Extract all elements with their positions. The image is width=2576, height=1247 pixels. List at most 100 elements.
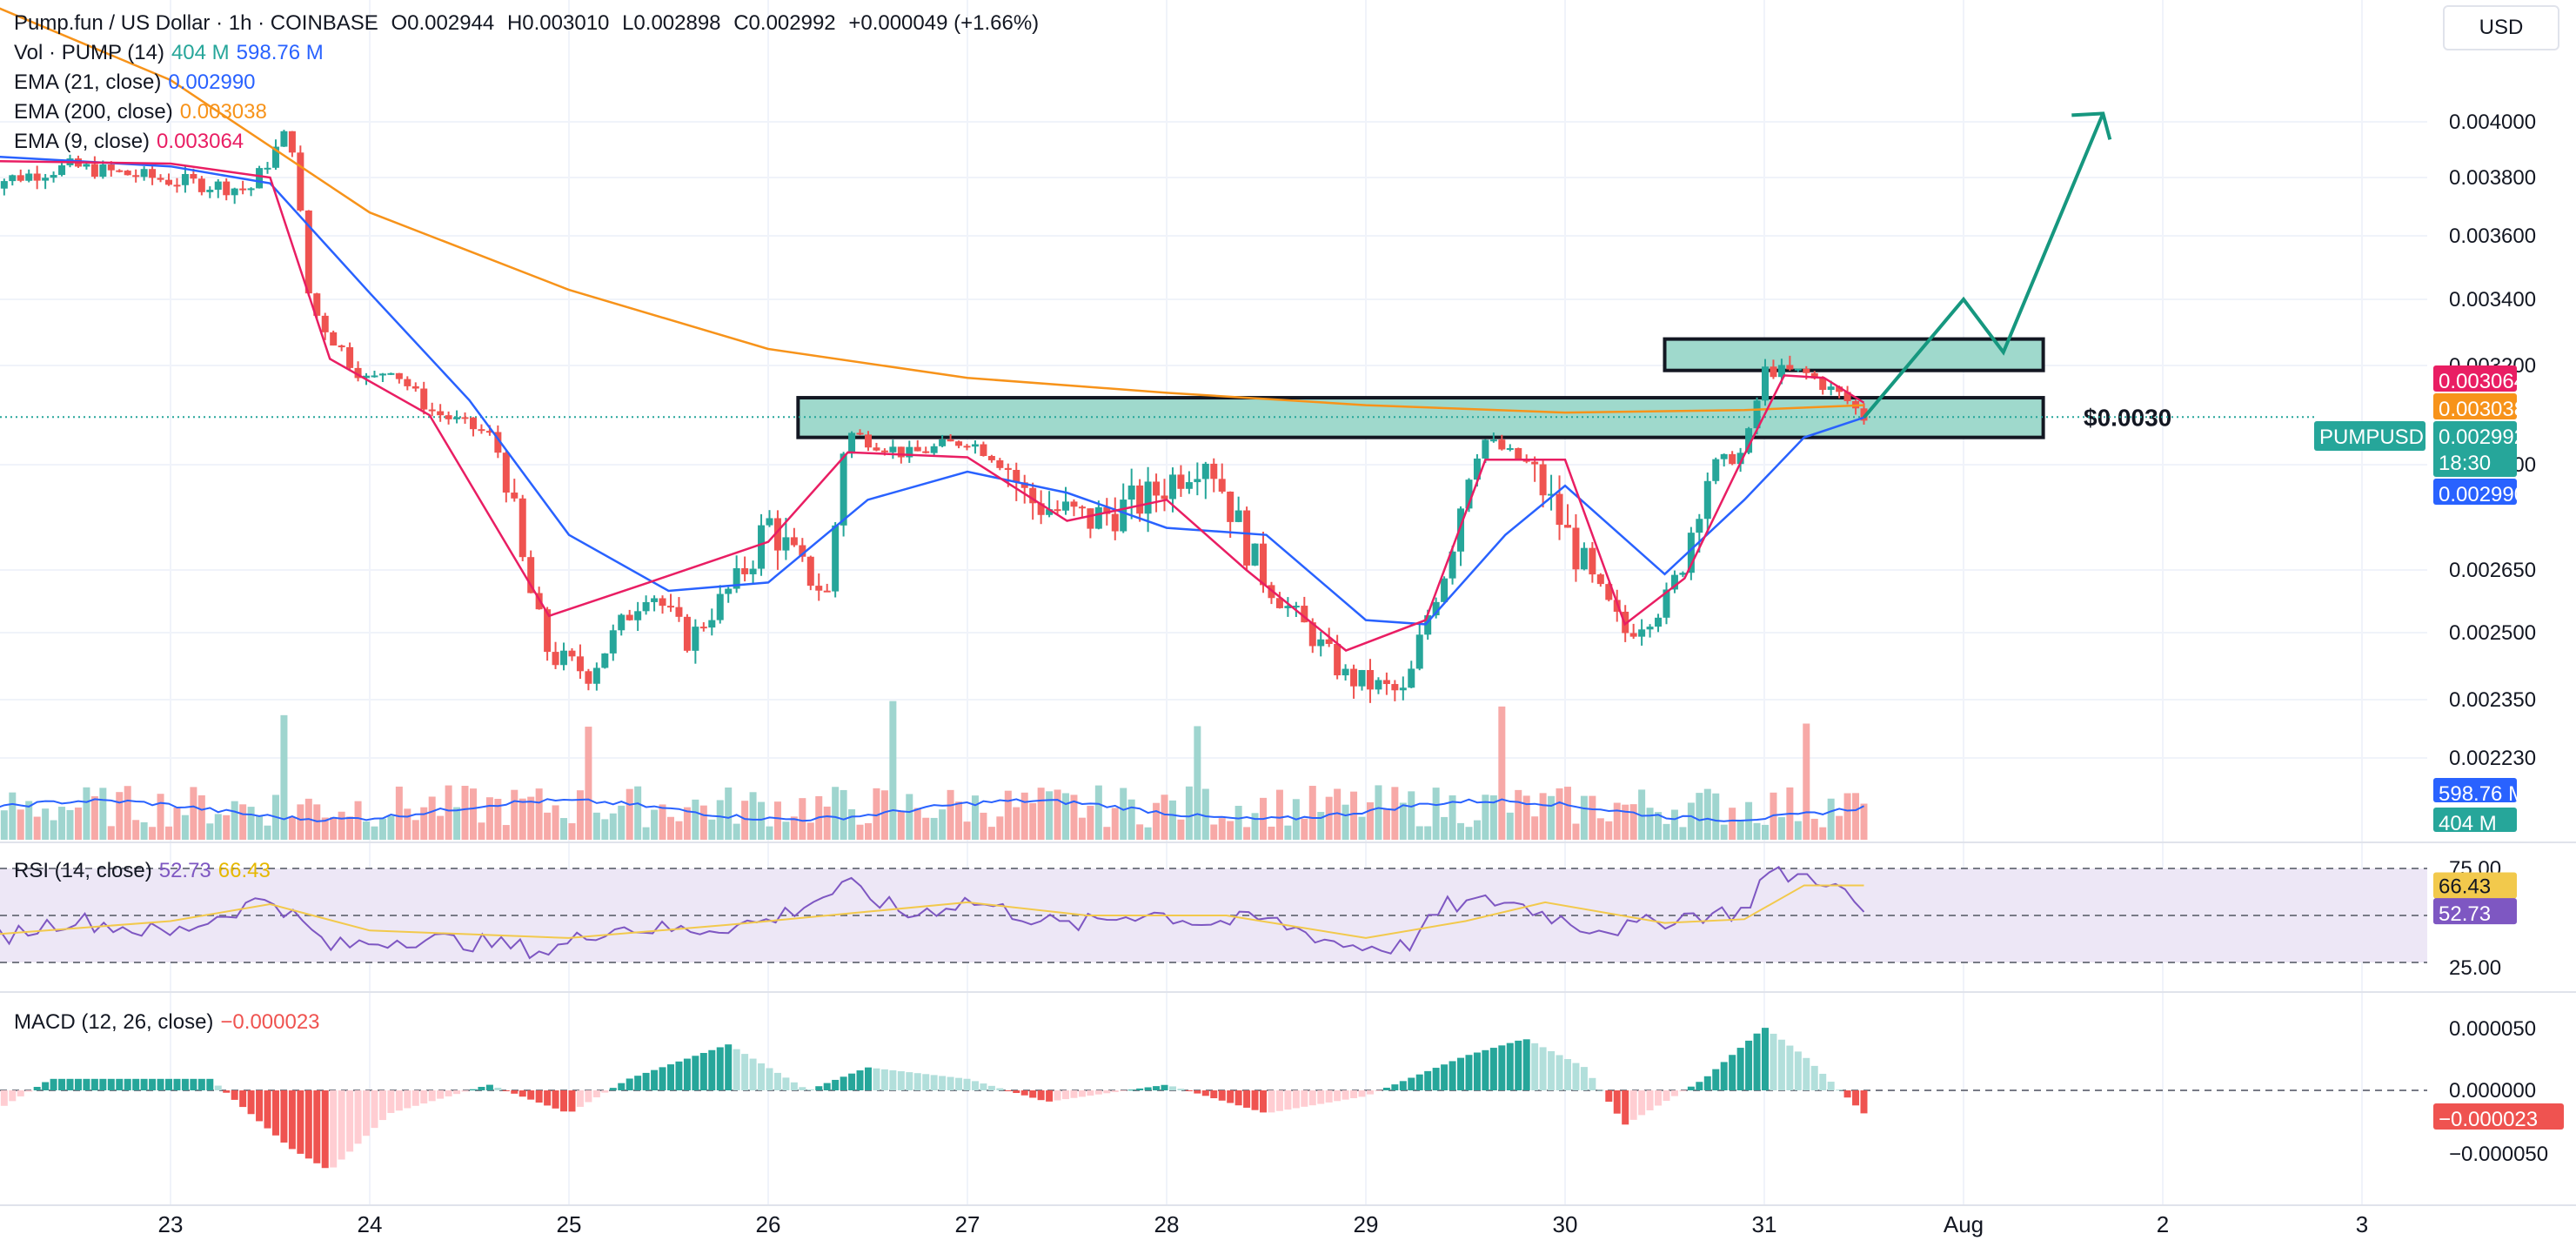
volume-bar: [996, 816, 1004, 840]
candle-body: [1720, 453, 1728, 459]
volume-bar: [692, 799, 699, 840]
macd-bar: [773, 1072, 781, 1090]
macd-bar: [1556, 1055, 1563, 1090]
ema200-legend[interactable]: EMA (200, close) 0.003038: [14, 100, 267, 124]
macd-bar: [116, 1078, 124, 1090]
macd-bar: [1679, 1090, 1687, 1092]
macd-bar: [766, 1068, 773, 1090]
macd-bar: [1136, 1088, 1144, 1090]
ema9-tag: 0.003064: [2439, 370, 2526, 393]
volume-ma-value: 598.76 M: [236, 41, 324, 64]
ema200-tag: 0.003038: [2439, 398, 2526, 421]
volume-bar: [651, 809, 659, 840]
candle-body: [823, 590, 831, 593]
candle-body: [1531, 461, 1539, 465]
candle-body: [1350, 668, 1358, 687]
volume-bar: [494, 798, 502, 840]
volume-bar: [1729, 808, 1736, 840]
volume-bar: [1687, 802, 1695, 840]
currency-button[interactable]: USD: [2443, 5, 2559, 50]
macd-bar: [947, 1076, 954, 1090]
candle-body: [304, 210, 312, 294]
volume-bar: [288, 817, 296, 840]
volume-legend[interactable]: Vol · PUMP (14) 404 M 598.76 M: [14, 41, 324, 64]
volume-bar: [519, 798, 526, 840]
last-price-tag: 18:30: [2439, 452, 2491, 475]
rsi-legend[interactable]: RSI (14, close) 52.73 66.43: [14, 859, 271, 882]
macd-bar: [1325, 1090, 1333, 1103]
macd-bar: [1243, 1090, 1251, 1108]
volume-bar: [683, 807, 691, 840]
volume-bar: [107, 826, 115, 840]
volume-bar: [626, 788, 633, 840]
macd-bar: [1161, 1084, 1168, 1090]
volume-bar: [1201, 788, 1209, 840]
candle-body: [1572, 527, 1580, 570]
macd-bar: [173, 1078, 181, 1090]
volume-bar: [1720, 824, 1728, 840]
candle-body: [609, 630, 617, 654]
macd-bar: [1004, 1090, 1012, 1091]
macd-bar: [955, 1077, 963, 1090]
volume-bar: [560, 818, 568, 840]
volume-bar: [527, 796, 535, 840]
volume-bar: [716, 800, 724, 840]
candle-body: [264, 167, 271, 170]
candle-body: [494, 432, 502, 453]
macd-bar: [1515, 1040, 1522, 1090]
candle-body: [1819, 378, 1827, 391]
volume-bar: [1227, 821, 1234, 840]
macd-bar: [1120, 1090, 1127, 1091]
volume-bar: [708, 819, 716, 840]
volume-bar: [1243, 827, 1251, 840]
volume-bar: [1078, 817, 1086, 840]
ema21-legend[interactable]: EMA (21, close) 0.002990: [14, 70, 256, 94]
volume-bar: [197, 794, 205, 840]
macd-bar: [371, 1090, 378, 1129]
volume-bar: [1308, 786, 1316, 840]
volume-bar: [1548, 795, 1556, 840]
macd-bar: [1054, 1090, 1061, 1101]
macd-bar: [1153, 1086, 1161, 1090]
zone-price-label: $0.0030: [2084, 404, 2171, 431]
candle-body: [1227, 491, 1234, 522]
symbol-title[interactable]: Pump.fun / US Dollar · 1h · COINBASE: [14, 11, 378, 35]
macd-bar: [1506, 1043, 1514, 1090]
volume-bar: [1843, 793, 1851, 840]
macd-legend[interactable]: MACD (12, 26, close) −0.000023: [14, 1010, 320, 1034]
time-axis-tick: 27: [955, 1211, 980, 1237]
candle-body: [17, 175, 24, 181]
candle-body: [1638, 629, 1646, 637]
macd-bar: [716, 1047, 724, 1090]
macd-axis-tick: 0.000050: [2449, 1017, 2536, 1041]
candle-body: [1489, 439, 1497, 442]
candle-body: [1589, 547, 1596, 575]
candle-body: [1210, 463, 1218, 479]
candle-body: [1292, 606, 1300, 608]
macd-bar: [1013, 1090, 1020, 1094]
candle-body: [58, 164, 66, 176]
volume-bars: [0, 701, 1868, 840]
candle-body: [947, 439, 954, 442]
candle-body: [1070, 501, 1078, 507]
candle-body: [1605, 584, 1613, 600]
macd-bar: [190, 1078, 197, 1090]
volume-bar: [461, 786, 469, 840]
volume-bar: [1275, 789, 1283, 840]
volume-bar: [987, 827, 995, 840]
ema9-legend[interactable]: EMA (9, close) 0.003064: [14, 130, 244, 153]
macd-bar: [1613, 1090, 1621, 1114]
volume-bar: [99, 788, 107, 840]
time-axis-tick: 24: [358, 1211, 383, 1237]
macd-bar: [1350, 1090, 1358, 1099]
volume-ma-path: [0, 798, 1864, 822]
volume-bar: [1506, 812, 1514, 840]
macd-bar: [733, 1049, 740, 1090]
macd-bar: [437, 1090, 445, 1099]
macd-bar: [1852, 1090, 1860, 1106]
macd-bar: [1457, 1057, 1465, 1090]
candle-body: [1136, 485, 1144, 514]
volume-bar: [1712, 793, 1720, 840]
volume-bar: [330, 816, 338, 840]
